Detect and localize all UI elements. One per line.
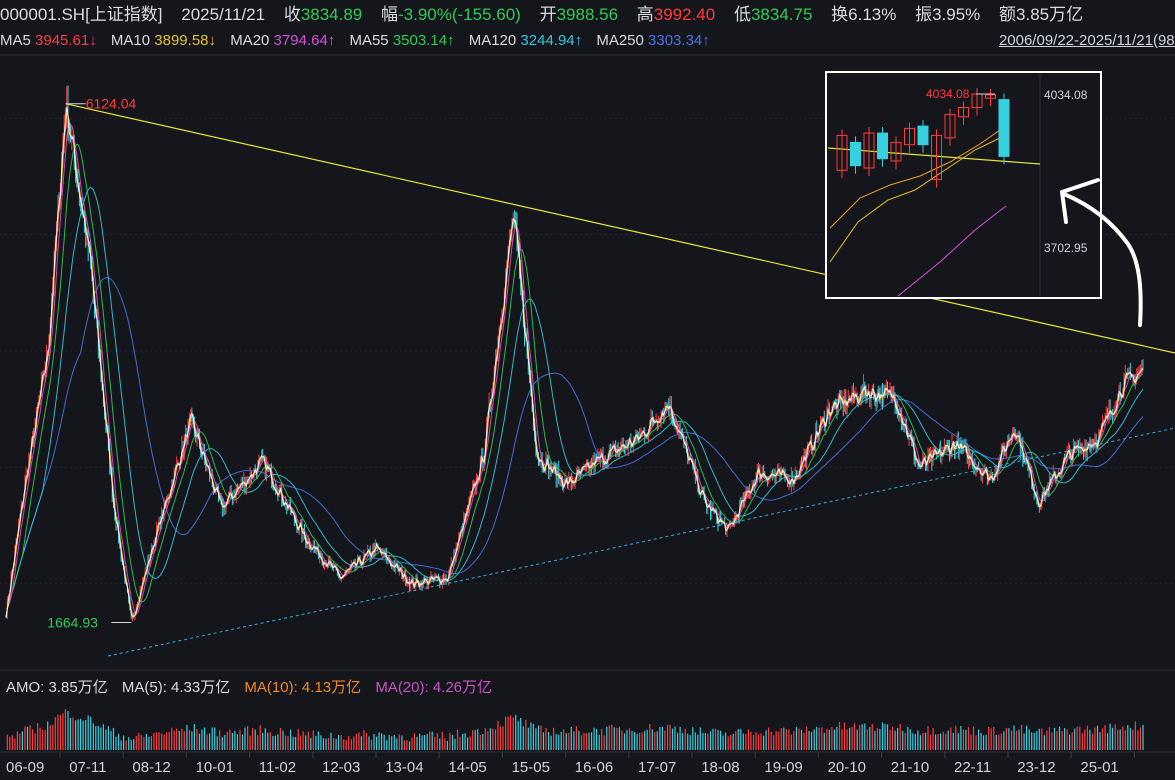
callout-arrow: [1062, 192, 1143, 327]
x-tick-label: 19-09: [764, 759, 802, 776]
callout-arrowhead: [1060, 178, 1100, 224]
amo-value: AMO: 3.85万亿: [6, 679, 108, 696]
inset-candle: [931, 134, 942, 181]
support-trendline: [107, 427, 1175, 657]
x-tick-label: 10-01: [196, 759, 234, 776]
x-tick-label: 18-08: [701, 759, 739, 776]
turnover-label: 换: [831, 5, 849, 24]
inset-candle: [863, 132, 875, 169]
close-label: 收: [283, 5, 301, 24]
ma120-label: MA120: [468, 32, 517, 49]
inset-candle: [836, 134, 848, 171]
ma5-label: MA5: [0, 32, 31, 49]
inset-candle: [904, 127, 915, 146]
inset-axis-bottom: 3702.95: [1044, 241, 1088, 255]
inset-candle: [890, 141, 902, 162]
ma-line-ma20: [5, 123, 1144, 618]
low-label: 低: [733, 5, 751, 24]
inset-candle: [958, 107, 969, 118]
x-tick-label: 08-12: [132, 759, 170, 776]
inset-ma-line: [829, 129, 1001, 229]
ma120-value: 3244.94↑: [520, 32, 583, 49]
inset-zoom: 4034.08 4034.08 3702.95: [825, 71, 1102, 299]
ma250-label: MA250: [596, 32, 644, 49]
quote-date: 2025/11/21: [181, 5, 266, 24]
high-value: 3992.40: [653, 5, 716, 24]
close-value: 3834.89: [300, 5, 363, 24]
symbol: 000001.SH[上证指数]: [0, 5, 163, 24]
inset-candle: [998, 99, 1010, 157]
ma250-value: 3303.34↑: [648, 32, 710, 49]
x-tick-label: 06-09: [6, 759, 44, 776]
ma20-label: MA20: [230, 32, 270, 49]
amount-value: 3.85万亿: [1016, 5, 1084, 24]
ma55-value: 3503.14↑: [392, 32, 455, 49]
open-value: 3988.56: [556, 5, 619, 24]
x-tick-label: 11-02: [259, 759, 296, 776]
turnover-value: 6.13%: [848, 5, 897, 24]
high-label: 高: [636, 5, 654, 24]
inset-ma-line: [829, 137, 1001, 263]
inset-ma-line: [897, 205, 1007, 297]
low-value: 3834.75: [750, 5, 813, 24]
x-tick-label: 15-05: [512, 759, 550, 776]
x-tick-label: 25-01: [1080, 759, 1118, 776]
change-label: 幅: [381, 5, 398, 24]
x-tick-label: 07-11: [69, 759, 106, 776]
inset-candle: [877, 132, 888, 160]
inset-candle: [985, 94, 996, 99]
ma20-value: 3794.64↑: [273, 32, 336, 49]
amount-label: 额: [999, 5, 1017, 24]
volume-ma5: MA(5): 4.33万亿: [121, 679, 231, 696]
ma-line-ma5: [5, 106, 1144, 618]
inset-high-label: 4034.08: [926, 87, 970, 101]
amplitude-value: 3.95%: [932, 5, 981, 24]
ma10-value: 3899.58↓: [154, 32, 217, 49]
amplitude-label: 振: [915, 5, 933, 24]
inset-candle: [917, 125, 929, 146]
x-axis: 06-09 07-11 08-12 10-01 11-02 12-03 13-04 14-05…: [6, 752, 1135, 776]
volume-ma10: MA(10): 4.13万亿: [244, 679, 362, 696]
resistance-trendline: [65, 103, 1175, 354]
x-tick-label: 14-05: [448, 759, 486, 776]
x-tick-label: 12-03: [322, 759, 360, 776]
x-tick-label: 16-06: [575, 759, 613, 776]
x-tick-label: 13-04: [385, 759, 423, 776]
inset-candle: [944, 114, 956, 139]
x-tick-label: 17-07: [638, 759, 676, 776]
date-range-link[interactable]: 2006/09/22-2025/11/21(980: [998, 32, 1175, 49]
volume-legend: AMO: 3.85万亿 MA(5): 4.33万亿 MA(10): 4.13万亿…: [6, 676, 502, 697]
change-value: -3.90%(-155.60): [398, 5, 521, 24]
x-tick-label: 23-12: [1017, 759, 1055, 776]
peak-label: 6124.04: [86, 96, 137, 112]
ma10-label: MA10: [110, 32, 151, 49]
open-label: 开: [539, 5, 557, 24]
volume-ma20: MA(20): 4.26万亿: [375, 679, 493, 696]
x-tick-label: 22-11: [954, 759, 991, 776]
volume-bars: [6, 709, 1144, 750]
ma55-label: MA55: [349, 32, 389, 49]
ma5-value: 3945.61↓: [35, 32, 97, 49]
ma-bar: MA5 3945.61↓ MA10 3899.58↓ MA20 3794.64↑…: [0, 30, 1175, 52]
inset-candle: [850, 141, 861, 167]
inset-axis-top: 4034.08: [1044, 88, 1088, 102]
x-tick-label: 20-10: [828, 759, 866, 776]
trough-label: 1664.93: [47, 615, 98, 631]
x-tick-label: 21-10: [891, 759, 929, 776]
inset-trendline: [827, 147, 1041, 165]
ma-line-ma120: [5, 186, 1144, 618]
ma-line-ma250: [5, 277, 1144, 618]
quote-header: 000001.SH[上证指数] 2025/11/21 收3834.89 幅-3.…: [0, 4, 1175, 26]
